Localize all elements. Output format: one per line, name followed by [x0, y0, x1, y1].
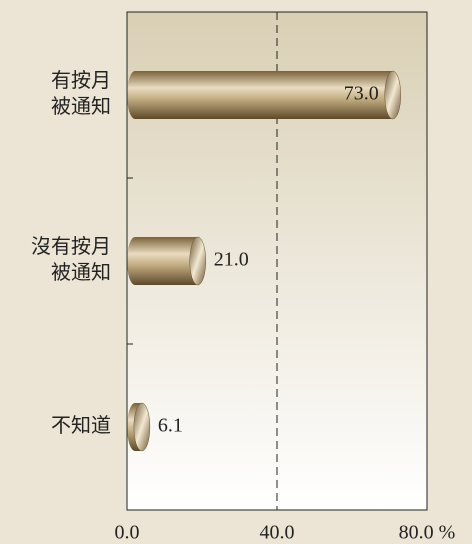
- x-tick-label: 40.0: [260, 522, 295, 544]
- y-tick-label-line: 被通知: [51, 95, 111, 118]
- y-tick-label: 有按月被通知: [51, 69, 111, 118]
- bar-cap: [189, 236, 206, 286]
- plot-frame: [126, 11, 428, 511]
- bar-cap: [133, 402, 151, 452]
- y-tick-label: 沒有按月被通知: [31, 235, 111, 284]
- y-tick-label-line: 有按月: [51, 69, 111, 92]
- y-tick-label-line: 不知道: [51, 414, 111, 437]
- x-tick-label: 0.0: [115, 522, 140, 544]
- y-tick-label: 不知道: [51, 414, 111, 437]
- bar: [127, 237, 206, 285]
- data-label: 21.0: [214, 249, 249, 271]
- y-tick-label-line: 沒有按月: [31, 235, 111, 258]
- y-tick-label-line: 被通知: [51, 261, 111, 284]
- data-label: 6.1: [158, 415, 183, 437]
- bar-cap: [384, 70, 401, 120]
- data-label: 73.0: [344, 83, 379, 105]
- x-tick-label: 80.0 %: [399, 522, 456, 544]
- bar: [127, 71, 401, 119]
